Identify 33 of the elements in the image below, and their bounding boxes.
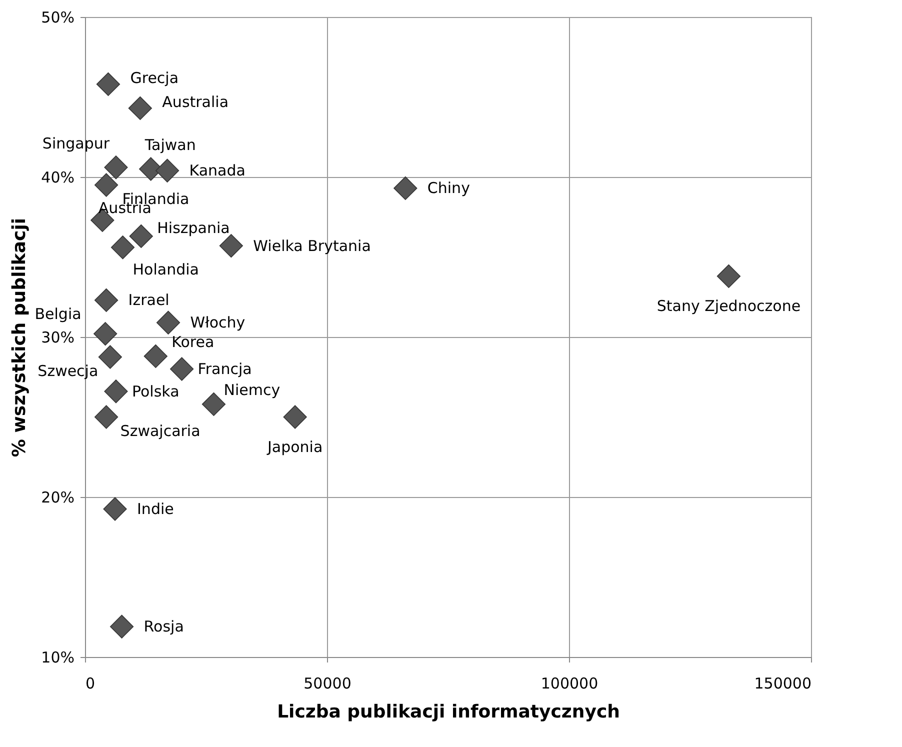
annotation: Holandia <box>132 260 199 278</box>
x-tick-label: 150000 <box>754 674 812 692</box>
annotation: Korea <box>172 333 214 352</box>
y-axis-title: % wszystkich publikacji <box>9 218 30 458</box>
annotation: Belgia <box>34 304 82 323</box>
annotation: Stany Zjednoczone <box>656 297 801 316</box>
annotation: Wielka Brytania <box>253 236 371 255</box>
annotation: Kanada <box>189 162 246 180</box>
y-tick-label: 20% <box>41 488 74 506</box>
annotation: Japonia <box>266 438 323 456</box>
y-tick-label: 50% <box>41 8 74 26</box>
annotation: Francja <box>198 360 252 378</box>
annotation: Tajwan <box>144 136 196 154</box>
y-tick-label: 30% <box>41 328 74 346</box>
annotation: Australia <box>162 93 229 112</box>
annotation: Indie <box>137 500 174 518</box>
annotation: Włochy <box>190 314 246 332</box>
annotation: Rosja <box>144 618 184 636</box>
annotation: Grecja <box>130 69 179 88</box>
y-tick-label: 10% <box>41 648 74 666</box>
annotation: Szwecja <box>38 362 98 380</box>
annotation: Singapur <box>42 134 110 152</box>
annotation: Izrael <box>128 291 170 310</box>
x-axis-title: Liczba publikacji informatycznych <box>277 702 620 722</box>
x-tick-label: 50000 <box>304 674 352 692</box>
annotation: Chiny <box>427 179 470 198</box>
annotation: Niemcy <box>224 381 280 400</box>
annotation: Hiszpania <box>157 219 230 238</box>
y-tick-label: 40% <box>41 168 74 186</box>
annotation: Szwajcaria <box>120 422 200 440</box>
x-tick-label: 100000 <box>540 674 598 692</box>
annotation: Polska <box>132 382 180 400</box>
x-tick-label: 0 <box>86 674 96 692</box>
